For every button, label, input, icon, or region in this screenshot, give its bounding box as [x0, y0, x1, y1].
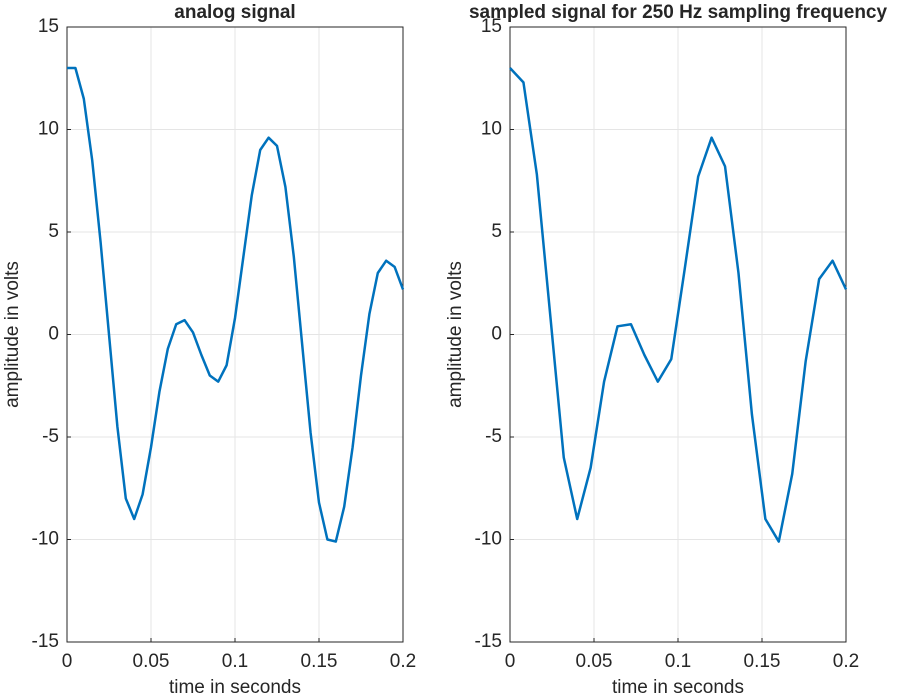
- x-tick-label: 0.1: [222, 651, 248, 672]
- y-tick-label: -10: [475, 529, 502, 550]
- x-tick-label: 0: [505, 651, 516, 672]
- axes-box: [509, 26, 847, 643]
- y-tick-label: -10: [32, 529, 59, 550]
- y-tick-label: 15: [38, 16, 59, 37]
- signal-line: [67, 66, 405, 543]
- x-tick-label: 0.1: [665, 651, 691, 672]
- y-tick-label: 0: [491, 324, 502, 345]
- x-axis-label: time in seconds: [612, 677, 744, 698]
- y-tick-label: 5: [491, 221, 502, 242]
- axes-box: [66, 26, 404, 643]
- x-axis-label: time in seconds: [169, 677, 301, 698]
- y-axis-label: amplitude in volts: [445, 261, 466, 408]
- y-tick-label: -15: [475, 631, 502, 652]
- y-tick-label: -5: [485, 426, 502, 447]
- y-axis-label: amplitude in volts: [2, 261, 23, 408]
- y-tick-label: 10: [481, 119, 502, 140]
- signal-line: [509, 67, 848, 543]
- y-tick-label: -15: [32, 631, 59, 652]
- x-tick-label: 0.05: [133, 651, 170, 672]
- x-tick-label: 0.2: [390, 651, 416, 672]
- y-tick-label: 0: [48, 324, 59, 345]
- y-tick-label: -5: [42, 426, 59, 447]
- x-tick-label: 0.2: [833, 651, 859, 672]
- chart-title: sampled signal for 250 Hz sampling frequ…: [469, 2, 888, 23]
- x-tick-label: 0.15: [301, 651, 338, 672]
- x-tick-label: 0.15: [744, 651, 781, 672]
- x-tick-label: 0: [62, 651, 73, 672]
- x-tick-label: 0.05: [576, 651, 613, 672]
- y-tick-label: 10: [38, 119, 59, 140]
- chart-title: analog signal: [174, 2, 295, 23]
- y-tick-label: 15: [481, 16, 502, 37]
- y-tick-label: 5: [48, 221, 59, 242]
